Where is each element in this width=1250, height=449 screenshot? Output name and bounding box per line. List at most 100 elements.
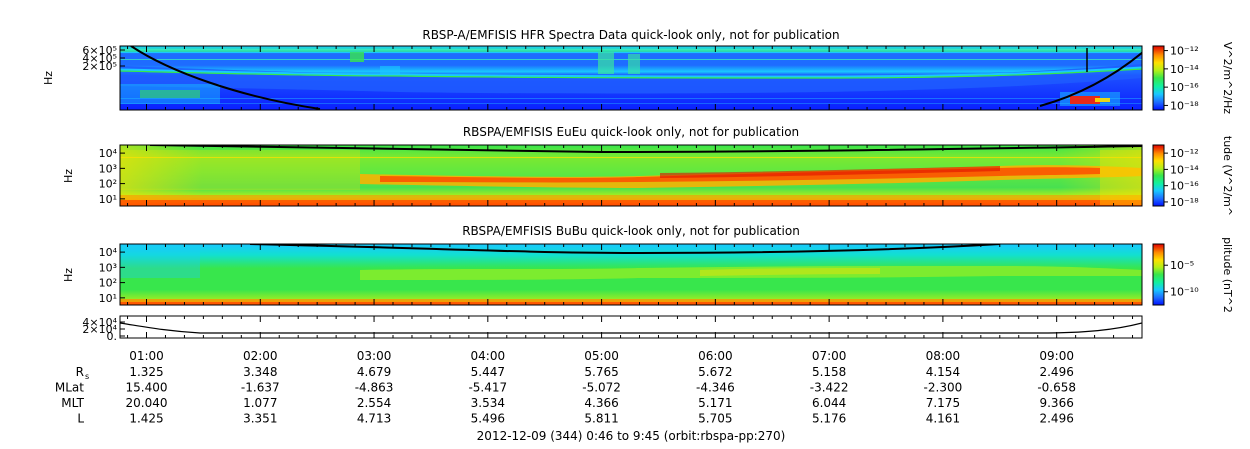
ephemeris-row-label: MLat (55, 381, 84, 395)
panel2-ylabel: Hz (62, 169, 75, 183)
panel3-spectrogram (120, 244, 1142, 305)
ephemeris-row-label-subscript: s (85, 372, 89, 381)
ephemeris-value: 7.175 (926, 396, 960, 410)
panel1-spectrogram (120, 46, 1142, 110)
y-tick-label: 2×10⁵ (82, 60, 117, 73)
ephemeris-value: 20.040 (126, 396, 168, 410)
y-tick-label: 10² (99, 178, 117, 191)
ephemeris-value: 5.171 (698, 396, 732, 410)
panel3-colorbar (1152, 243, 1165, 306)
panel1-ylabel: Hz (42, 71, 55, 85)
time-label: 08:00 (926, 349, 961, 363)
panel2-colorbar-ticks: 10⁻¹² 10⁻¹⁴ 10⁻¹⁶ 10⁻¹⁸ (1164, 147, 1199, 209)
y-tick-label: 4×10⁴ (82, 316, 117, 329)
ephemeris-value: 4.154 (926, 365, 960, 379)
ephemeris-value: 5.672 (698, 365, 732, 379)
ephemeris-value: 9.366 (1039, 396, 1073, 410)
ephemeris-row-label: MLT (61, 396, 84, 410)
time-label: 07:00 (812, 349, 847, 363)
y-tick-label: 0. (107, 330, 118, 343)
ephemeris-value: -2.300 (924, 381, 963, 395)
time-label: 01:00 (129, 349, 164, 363)
panel1-title: RBSP-A/EMFISIS HFR Spectra Data quick-lo… (422, 28, 839, 42)
panel3-ylabel: Hz (62, 268, 75, 282)
colorbar-tick-label: 10⁻¹² (1170, 45, 1199, 58)
ephemeris-value: -0.658 (1037, 381, 1076, 395)
colorbar-tick-label: 10⁻¹⁸ (1170, 196, 1199, 209)
y-tick-label: 6×10⁵ (82, 44, 117, 57)
panel3-colorbar-label: plitude (nT^2 (1221, 237, 1234, 313)
ephemeris-value: 1.425 (129, 412, 163, 426)
ephemeris-value: 5.765 (584, 365, 618, 379)
time-label: 05:00 (584, 349, 619, 363)
ephemeris-value: -3.422 (810, 381, 849, 395)
ephemeris-value: 3.534 (471, 396, 505, 410)
ephemeris-value: 5.447 (471, 365, 505, 379)
y-tick-label: 2×10⁴ (82, 323, 117, 336)
colorbar-tick-label: 10⁻¹² (1170, 147, 1199, 160)
ephemeris-value: 2.554 (357, 396, 391, 410)
panel2-y-ticks: 10⁴ 10³ 10² 10¹ (99, 147, 125, 206)
time-label: 09:00 (1039, 349, 1074, 363)
ephemeris-value: 3.348 (243, 365, 277, 379)
panel1-frame (119, 45, 1143, 111)
panel2-colorbar (1152, 144, 1165, 207)
ephemeris-value: 5.158 (812, 365, 846, 379)
y-tick-label: 10² (99, 277, 117, 290)
y-tick-label: 4×10⁵ (82, 52, 117, 65)
y-tick-label: 10³ (99, 261, 117, 274)
ephemeris-value: 4.161 (926, 412, 960, 426)
panel3-frame (119, 243, 1143, 306)
panel4-frame (119, 315, 1143, 339)
panel3-y-ticks: 10⁴ 10³ 10² 10¹ (99, 246, 125, 305)
ephemeris-value: 4.366 (584, 396, 618, 410)
y-tick-label: 10⁴ (99, 246, 118, 259)
panel2-spectrogram (120, 145, 1142, 206)
ephemeris-value: 1.077 (243, 396, 277, 410)
ephemeris-value: 5.811 (584, 412, 618, 426)
y-tick-label: 10¹ (99, 193, 117, 206)
time-axis-ticks (127, 46, 1134, 338)
colorbar-tick-label: 10⁻¹⁶ (1170, 180, 1199, 193)
panel1-colorbar (1152, 45, 1165, 111)
colorbar-tick-label: 10⁻¹⁴ (1170, 163, 1199, 176)
ephemeris-value: 5.176 (812, 412, 846, 426)
ephemeris-value: 5.496 (471, 412, 505, 426)
colorbar-tick-label: 10⁻¹⁶ (1170, 81, 1199, 94)
y-tick-label: 10³ (99, 162, 117, 175)
panel3-title: RBSPA/EMFISIS BuBu quick-look only, not … (462, 224, 800, 238)
ephemeris-value: -4.863 (355, 381, 394, 395)
y-tick-label: 10¹ (99, 292, 117, 305)
ephemeris-value: 5.705 (698, 412, 732, 426)
ephemeris-value: -5.072 (582, 381, 621, 395)
time-label: 06:00 (698, 349, 733, 363)
ephemeris-value: 2.496 (1039, 365, 1073, 379)
panel2-frame (119, 144, 1143, 207)
time-label: 02:00 (243, 349, 278, 363)
ephemeris-value: 4.679 (357, 365, 391, 379)
footer-time-range: 2012-12-09 (344) 0:46 to 9:45 (orbit:rbs… (477, 429, 786, 443)
time-label: 04:00 (471, 349, 506, 363)
ephemeris-value: -5.417 (468, 381, 507, 395)
ephemeris-value: 3.351 (243, 412, 277, 426)
ephemeris-value: 2.496 (1039, 412, 1073, 426)
time-label: 03:00 (357, 349, 392, 363)
colorbar-tick-label: 10⁻⁵ (1170, 259, 1194, 272)
ephemeris-row-label: R (76, 365, 84, 379)
panel1-colorbar-label: V^2/m^2/Hz (1221, 42, 1234, 114)
ephemeris-value: 1.325 (129, 365, 163, 379)
colorbar-tick-label: 10⁻¹⁰ (1170, 286, 1199, 299)
ephemeris-value: 4.713 (357, 412, 391, 426)
panel4-line-plot (120, 322, 1142, 334)
ephemeris-value: 15.400 (126, 381, 168, 395)
colorbar-tick-label: 10⁻¹⁸ (1170, 99, 1199, 112)
panel2-title: RBSPA/EMFISIS EuEu quick-look only, not … (463, 125, 799, 139)
panel3-colorbar-ticks: 10⁻⁵ 10⁻¹⁰ (1164, 259, 1199, 299)
ephemeris-value: 6.044 (812, 396, 846, 410)
panel2-colorbar-label: tude (V^2/m^ (1221, 136, 1234, 216)
panel1-colorbar-ticks: 10⁻¹² 10⁻¹⁴ 10⁻¹⁶ 10⁻¹⁸ (1164, 45, 1199, 112)
